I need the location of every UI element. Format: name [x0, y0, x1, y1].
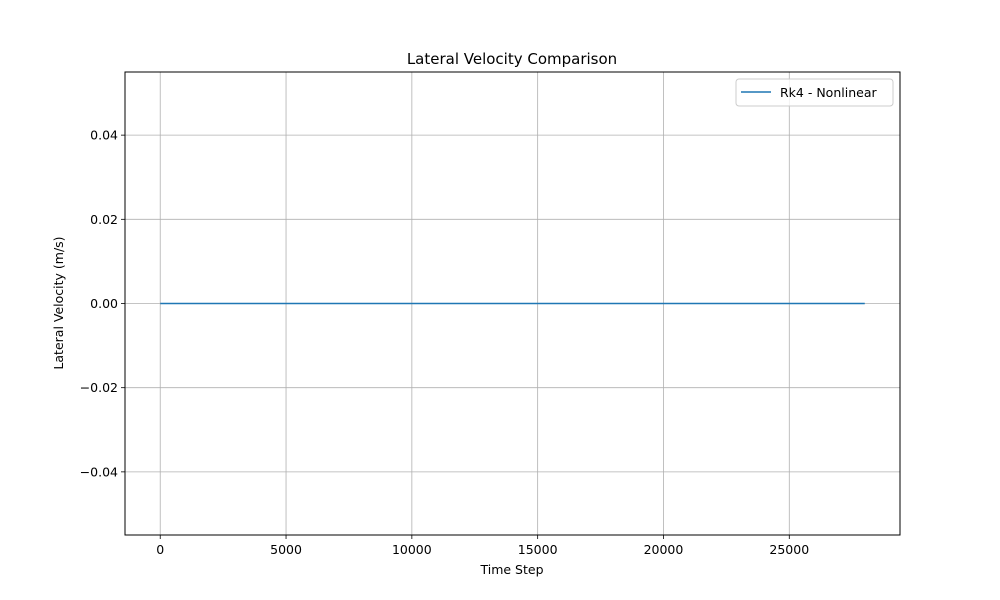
y-tick-label: −0.04 [80, 464, 118, 479]
x-tick-label: 15000 [518, 542, 558, 557]
x-axis-ticks: 0 5000 10000 15000 20000 25000 [156, 535, 809, 557]
x-tick-label: 20000 [644, 542, 684, 557]
x-tick-label: 10000 [392, 542, 432, 557]
x-tick-label: 25000 [769, 542, 809, 557]
y-tick-label: 0.04 [90, 128, 118, 143]
legend-box [735, 78, 894, 107]
y-axis-label: Lateral Velocity (m/s) [51, 236, 66, 369]
legend: Rk4 - Nonlinear [735, 78, 894, 107]
y-tick-label: −0.02 [80, 380, 118, 395]
x-tick-label: 5000 [270, 542, 302, 557]
x-axis-label: Time Step [479, 562, 543, 577]
y-tick-label: 0.02 [90, 212, 118, 227]
y-axis-ticks: −0.04 −0.02 0.00 0.02 0.04 [80, 128, 125, 479]
chart-title: Lateral Velocity Comparison [407, 50, 617, 68]
legend-label-rk4-nonlinear: Rk4 - Nonlinear [780, 85, 877, 100]
y-tick-label: 0.00 [90, 296, 118, 311]
x-tick-label: 0 [156, 542, 164, 557]
